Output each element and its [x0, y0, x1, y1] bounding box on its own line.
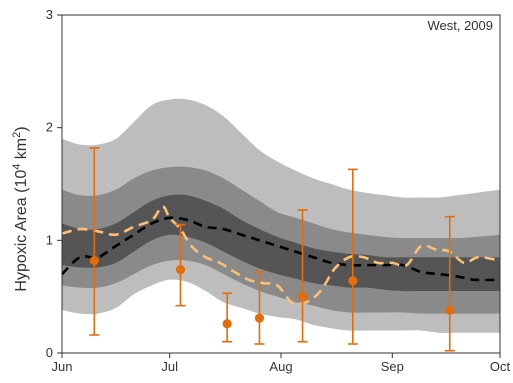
observation-point [347, 168, 358, 345]
y-axis-label: Hypoxic Area (104 km2) [11, 126, 30, 291]
observation-point [444, 215, 455, 352]
observation-marker [175, 265, 186, 275]
observation-marker [254, 313, 265, 323]
y-tick-label: 3 [46, 7, 53, 22]
y-tick-label: 1 [46, 232, 53, 247]
y-tick-label: 2 [46, 120, 53, 135]
observation-marker [348, 276, 358, 286]
chart-annotation: West, 2009 [427, 18, 493, 33]
observation-point [297, 209, 308, 343]
observation-marker [222, 319, 232, 329]
series-lines [61, 205, 501, 306]
observation-marker [445, 305, 455, 315]
observation-marker [297, 292, 308, 302]
x-tick-label: Oct [490, 359, 511, 374]
uncertainty-bands [62, 98, 500, 333]
x-tick-label: Aug [269, 359, 292, 374]
observation-point [222, 292, 233, 343]
observation-point [175, 223, 186, 307]
model-line [61, 205, 501, 306]
x-tick-label: Sep [381, 359, 404, 374]
x-tick-label: Jun [52, 359, 73, 374]
axes: Jun Jul Aug Sep Oct 0 1 2 3 [46, 7, 511, 374]
observation-point [89, 147, 100, 336]
observation-marker [89, 256, 99, 266]
x-tick-label: Jul [161, 359, 178, 374]
observation-point [254, 271, 265, 345]
y-tick-label: 0 [46, 345, 53, 360]
observations [89, 147, 455, 352]
